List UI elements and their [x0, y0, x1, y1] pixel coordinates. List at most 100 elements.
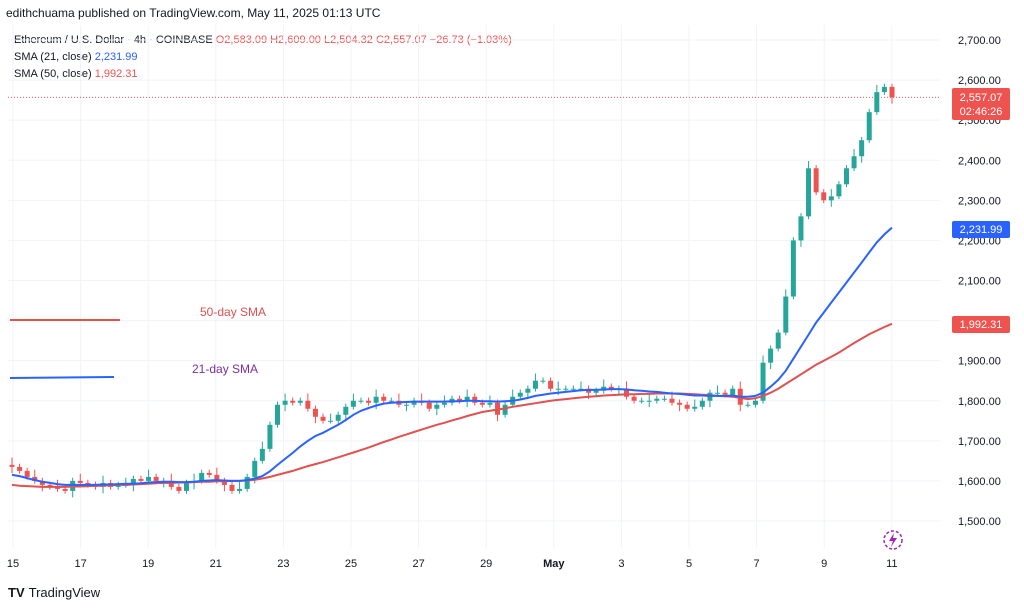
candle-body — [692, 406, 698, 409]
tradingview-brand-text: TradingView — [28, 585, 101, 600]
time-axis[interactable]: 15 17 19 21 23 25 27 29 May 3 5 7 9 11 — [7, 558, 898, 570]
legend-sma50-row[interactable]: SMA (50, close) 1,992.31 — [14, 66, 512, 83]
x-tick-label: 7 — [754, 558, 760, 570]
candle-body — [608, 386, 614, 389]
y-tick-label: 1,500.00 — [958, 516, 1001, 528]
candle-body — [343, 406, 349, 415]
candle-body — [752, 400, 758, 405]
candle-body — [859, 140, 865, 157]
y-tick-label: 1,800.00 — [958, 396, 1001, 408]
candle-body — [206, 472, 212, 475]
candle-body — [889, 86, 895, 98]
sma21-line — [11, 226, 893, 486]
candle-body — [290, 400, 296, 403]
candle-body — [760, 362, 766, 401]
candle-body — [540, 380, 546, 382]
candle-body — [623, 388, 629, 397]
chart-legend: Ethereum / U.S. Dollar · 4h · COINBASE O… — [14, 32, 512, 83]
y-tick-label: 2,600.00 — [958, 75, 1001, 87]
candle-body — [130, 478, 136, 485]
footer-brand[interactable]: TV TradingView — [8, 585, 100, 600]
x-tick-label: 29 — [480, 558, 492, 570]
candle-body — [426, 402, 432, 409]
candle-body — [464, 396, 470, 401]
candle-body — [244, 476, 250, 489]
y-tick-label: 1,600.00 — [958, 476, 1001, 488]
candle-body — [881, 86, 887, 93]
sma21-label: SMA (21, close) — [14, 51, 92, 63]
sma21-badge-value: 2,231.99 — [960, 224, 1003, 236]
candle-body — [472, 396, 478, 403]
candle-body — [502, 404, 508, 415]
candle-body — [305, 400, 311, 409]
candle-body — [403, 404, 409, 406]
candle-body — [441, 402, 447, 405]
candle-body — [252, 460, 258, 477]
candle-body — [320, 416, 326, 421]
candle-body — [17, 466, 23, 471]
candle-body — [790, 240, 796, 297]
sma50-annotation: 50-day SMA — [200, 305, 266, 319]
candle-body — [115, 484, 121, 487]
candle-body — [9, 464, 15, 467]
sma21-badge: 2,231.99 — [952, 221, 1010, 238]
sma50-label: SMA (50, close) — [14, 68, 92, 80]
candle-body — [821, 192, 827, 201]
x-tick-label: 21 — [210, 558, 222, 570]
candle-body — [851, 156, 857, 169]
candle-body — [532, 380, 538, 389]
candle-body — [836, 184, 842, 197]
candle-body — [874, 92, 880, 113]
publish-info: edithchuama published on TradingView.com… — [6, 6, 381, 20]
candle-body — [722, 392, 728, 395]
candle-body — [312, 408, 318, 417]
candle-body — [828, 196, 834, 201]
candle-body — [183, 482, 189, 491]
candle-body — [669, 398, 675, 403]
candlesticks — [9, 83, 895, 498]
candle-body — [555, 388, 561, 390]
legend-sma21-row[interactable]: SMA (21, close) 2,231.99 — [14, 49, 512, 66]
x-tick-label: 5 — [686, 558, 692, 570]
candle-body — [646, 400, 652, 402]
candle-body — [267, 424, 273, 449]
candle-body — [548, 380, 554, 389]
candle-body — [806, 168, 812, 217]
sma21-annotation-line — [9, 376, 115, 379]
x-tick-label: 19 — [142, 558, 154, 570]
candle-body — [715, 392, 721, 394]
candle-body — [373, 396, 379, 403]
candle-body — [24, 470, 30, 477]
candle-body — [684, 404, 690, 409]
x-tick-label: 23 — [277, 558, 289, 570]
y-tick-label: 1,900.00 — [958, 356, 1001, 368]
candle-body — [639, 400, 645, 402]
events-icon[interactable] — [883, 530, 903, 550]
y-tick-label: 2,300.00 — [958, 195, 1001, 207]
candle-body — [517, 392, 523, 397]
candle-body — [32, 476, 38, 481]
x-tick-label: 11 — [886, 558, 897, 570]
y-tick-label: 2,100.00 — [958, 276, 1001, 288]
candle-body — [335, 414, 341, 421]
x-tick-label: 25 — [345, 558, 357, 570]
candle-body — [275, 404, 281, 425]
candle-body — [699, 400, 705, 407]
tradingview-logo-icon: TV — [8, 585, 25, 600]
candle-body — [221, 480, 227, 485]
candle-body — [199, 472, 205, 481]
x-tick-label: 17 — [74, 558, 86, 570]
candle-body — [783, 296, 789, 333]
sma50-badge-value: 1,992.31 — [960, 319, 1003, 331]
candle-body — [388, 400, 394, 402]
candle-body — [229, 484, 235, 491]
y-tick-label: 1,700.00 — [958, 436, 1001, 448]
candle-body — [297, 400, 303, 403]
sma21-value: 2,231.99 — [94, 51, 138, 63]
candle-body — [593, 390, 599, 393]
x-tick-label: 15 — [7, 558, 19, 570]
x-tick-label: 27 — [412, 558, 424, 570]
candle-body — [813, 168, 819, 193]
sma50-line — [11, 322, 893, 488]
